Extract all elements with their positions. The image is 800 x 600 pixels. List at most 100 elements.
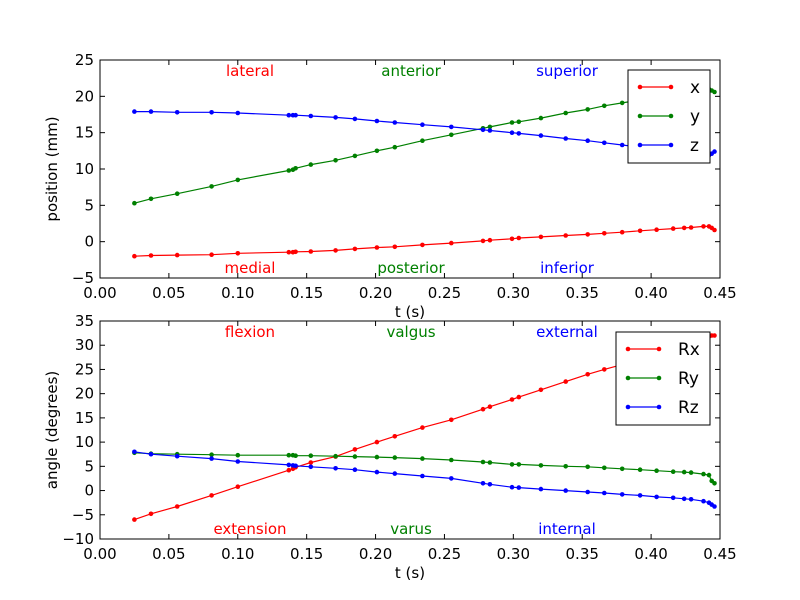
data-point-z — [392, 120, 398, 125]
chart-panel-1: 0.00 0.05 0.10 0.15 0.20 0.25 0.30 0.35 0.40 0.45… — [43, 51, 737, 321]
data-point-Ry — [670, 469, 676, 475]
axes-frame — [99, 320, 721, 540]
data-point-x — [235, 251, 241, 256]
data-point-y — [563, 110, 568, 116]
x-tick-label: 0.00 — [83, 284, 116, 302]
x-tick-label: 0.20 — [359, 284, 392, 302]
data-point-Rx — [209, 493, 214, 498]
data-point-y — [538, 115, 544, 121]
data-point-y — [209, 184, 214, 189]
data-point-z — [174, 110, 180, 115]
data-point-y — [235, 177, 241, 183]
data-point-x — [293, 249, 298, 255]
data-point-z — [352, 116, 358, 122]
data-point-z — [235, 110, 241, 116]
data-point-Rz — [132, 449, 137, 455]
data-point-Rz — [688, 497, 694, 502]
data-point-z — [132, 109, 137, 114]
data-point-Rx — [392, 434, 398, 439]
legend-marker-x — [637, 84, 643, 90]
data-point-x — [637, 228, 643, 234]
data-point-y — [374, 148, 380, 154]
data-point-y — [602, 103, 607, 109]
data-point-Rx — [308, 460, 314, 465]
data-point-Rz — [286, 462, 292, 468]
data-point-Ry — [563, 464, 568, 469]
data-point-x — [654, 227, 659, 232]
data-point-Rz — [509, 484, 515, 490]
direction-label: external — [536, 323, 598, 341]
direction-label: extension — [213, 520, 286, 538]
data-point-x — [688, 225, 694, 230]
data-point-Rx — [712, 333, 717, 338]
direction-label: anterior — [381, 62, 441, 80]
data-point-z — [333, 115, 338, 120]
data-point-Rz — [701, 498, 706, 504]
data-point-z — [563, 136, 568, 141]
data-point-x — [449, 240, 454, 246]
data-point-x — [286, 249, 292, 255]
data-point-Rx — [487, 404, 493, 410]
x-tick-label: 0.40 — [634, 545, 667, 563]
data-point-Ry — [619, 466, 625, 472]
x-axis-label: t (s) — [395, 303, 425, 321]
y-tick-label: 20 — [75, 385, 94, 403]
data-point-Rz — [174, 453, 180, 459]
data-point-Ry — [293, 453, 298, 459]
data-point-Ry — [701, 471, 706, 477]
data-point-x — [209, 252, 214, 257]
data-point-x — [509, 236, 515, 242]
data-point-x — [333, 248, 338, 253]
data-point-Ry — [449, 457, 454, 463]
data-point-x — [487, 237, 493, 243]
data-point-y — [392, 144, 398, 150]
direction-label: internal — [538, 520, 596, 538]
data-point-Rz — [209, 456, 214, 461]
x-tick-label: 0.15 — [290, 545, 323, 563]
data-point-x — [420, 242, 425, 248]
data-point-y — [148, 196, 154, 202]
data-point-z — [516, 131, 522, 136]
data-point-x — [670, 226, 676, 231]
y-tick-label: 5 — [84, 196, 94, 214]
data-point-Rx — [374, 439, 380, 445]
data-point-x — [174, 252, 180, 258]
data-point-z — [308, 113, 314, 119]
data-point-Rx — [132, 517, 137, 522]
y-tick-label: 15 — [75, 409, 94, 427]
data-point-Ry — [712, 481, 717, 486]
data-point-Ry — [681, 469, 687, 475]
data-point-Rz — [392, 471, 398, 476]
data-point-y — [174, 191, 180, 196]
data-point-Rx — [286, 467, 292, 473]
data-point-Rz — [449, 476, 454, 481]
data-point-x — [619, 229, 625, 235]
x-tick-label: 0.05 — [152, 284, 185, 302]
data-point-Ry — [538, 463, 544, 468]
data-point-Rx — [516, 394, 522, 400]
y-tick-label: −5 — [72, 506, 94, 524]
data-point-z — [209, 110, 214, 115]
data-point-Ry — [333, 453, 338, 459]
data-point-Ry — [509, 462, 515, 467]
data-point-y — [712, 89, 717, 95]
legend: Rx Ry Rz — [615, 331, 711, 426]
data-point-x — [712, 227, 717, 233]
y-tick-label: 20 — [75, 87, 94, 105]
x-tick-label: 0.00 — [83, 545, 116, 563]
direction-label: medial — [225, 259, 276, 277]
data-point-z — [480, 127, 486, 133]
y-axis-label: angle (degrees) — [43, 371, 61, 489]
data-point-y — [509, 120, 515, 125]
legend-label-z: z — [690, 136, 699, 156]
data-point-Rz — [712, 504, 717, 509]
data-point-z — [712, 149, 717, 154]
direction-label: inferior — [540, 259, 595, 277]
data-point-Ry — [308, 453, 314, 459]
data-point-z — [374, 118, 380, 124]
data-point-y — [333, 158, 338, 163]
y-tick-label: 10 — [75, 160, 94, 178]
data-point-Rz — [235, 459, 241, 464]
data-point-Ry — [688, 470, 694, 475]
